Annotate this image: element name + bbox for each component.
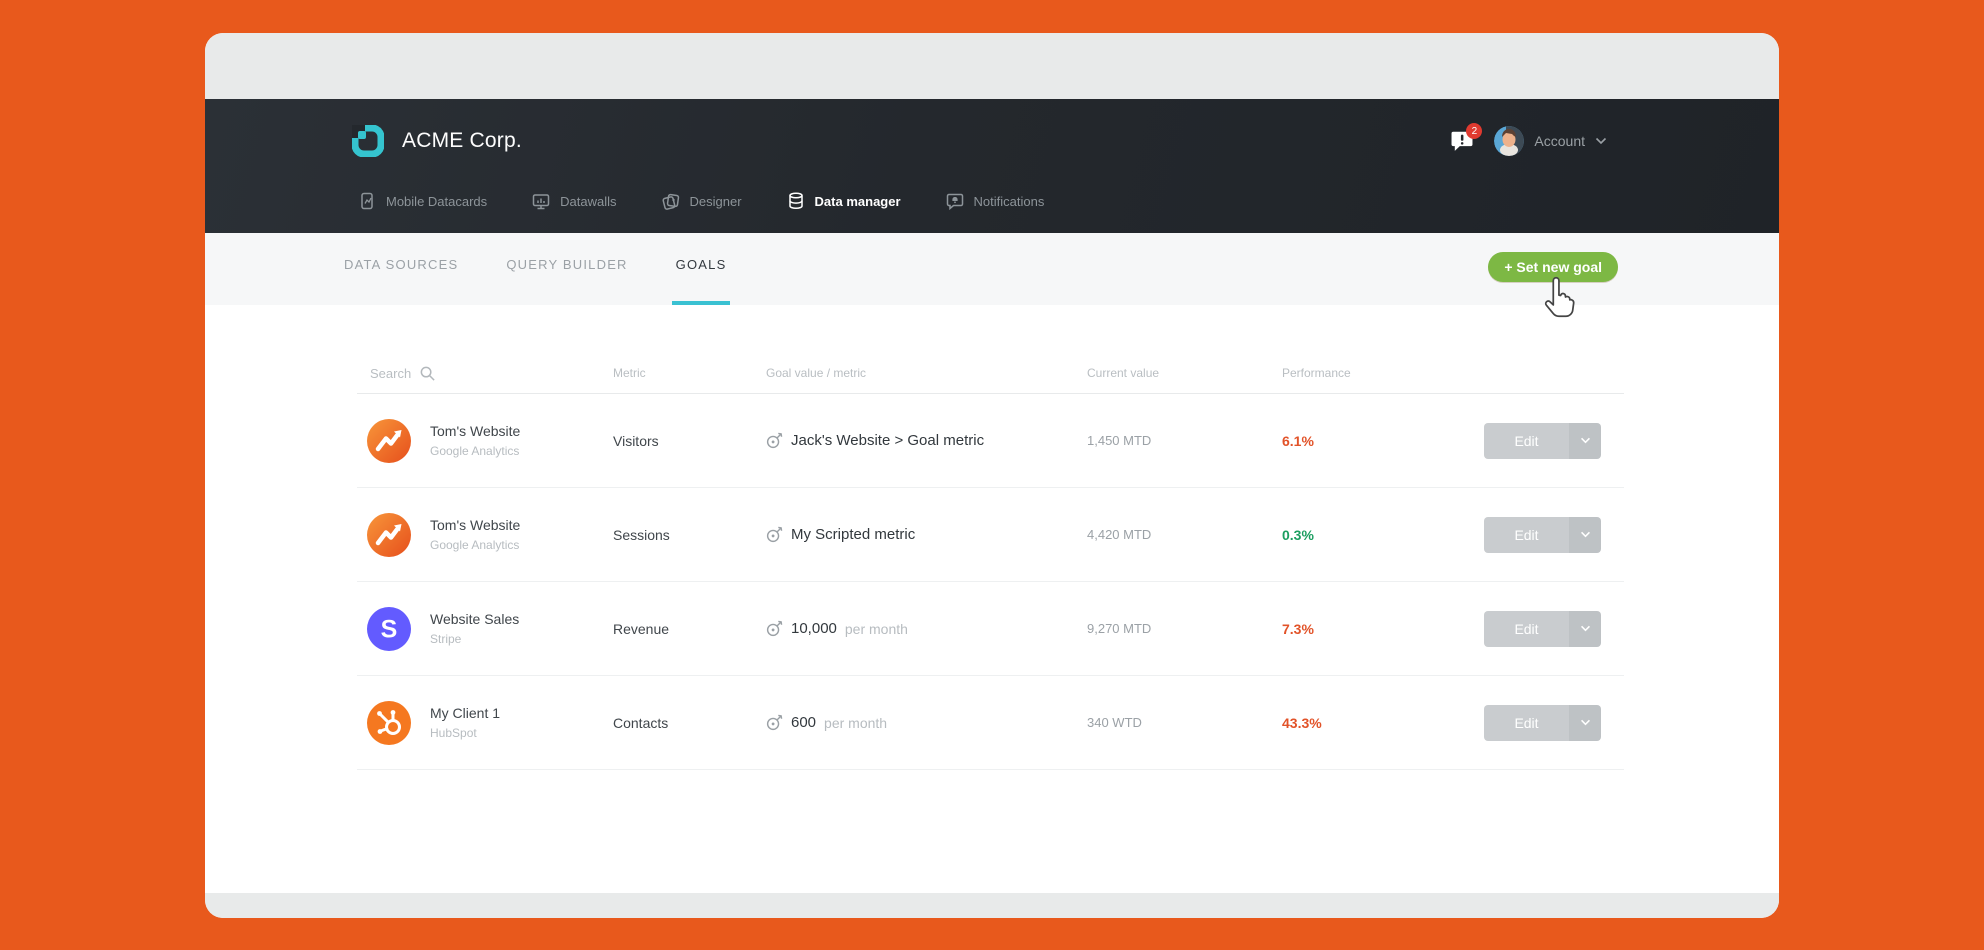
window-chrome-bottom [205,893,1779,918]
column-header-goal: Goal value / metric [766,366,867,380]
table-header-row: Search Metric Goal value / metric Curren… [357,353,1624,394]
table-row: S Website Sales Stripe Revenue 10,000 pe… [357,582,1624,676]
nav-label: Data manager [814,193,901,209]
current-value: 1,450 MTD [1087,433,1152,448]
source-provider: HubSpot [430,726,477,740]
search-input[interactable]: Search [357,365,602,382]
database-icon [788,192,803,210]
current-value: 4,420 MTD [1087,527,1152,542]
search-icon [420,366,435,381]
nav-label: Mobile Datacards [386,193,488,209]
edit-button[interactable]: Edit [1484,516,1569,553]
metric-value: Revenue [613,620,670,637]
edit-split-button: Edit [1484,704,1601,741]
nav-item-designer[interactable]: Designer [661,191,742,211]
goal-target-icon [766,526,783,543]
main-content: Search Metric Goal value / metric Curren… [205,353,1779,770]
google-analytics-icon [367,512,411,557]
goal-suffix: per month [844,620,908,637]
goal-target-icon [766,714,783,731]
current-value: 340 WTD [1087,715,1142,730]
tab-goals[interactable]: GOALS [671,257,731,305]
nav-item-data-manager[interactable]: Data manager [786,191,901,211]
set-new-goal-button[interactable]: + Set new goal [1488,252,1618,282]
edit-dropdown-caret[interactable] [1569,516,1601,553]
column-header-performance: Performance [1282,366,1351,380]
metric-value: Sessions [613,526,670,543]
metric-value: Contacts [613,714,669,731]
search-placeholder: Search [370,365,412,381]
current-value: 9,270 MTD [1087,621,1152,636]
main-nav: Mobile Datacards Datawalls Designer [357,191,1088,211]
performance-value: 0.3% [1282,526,1314,543]
account-dropdown[interactable]: Account [1494,126,1607,156]
chevron-down-icon [1580,719,1590,726]
edit-button[interactable]: Edit [1484,610,1569,647]
goal-value: Jack's Website > Goal metric [791,432,985,449]
edit-button[interactable]: Edit [1484,704,1569,741]
monitor-chart-icon [532,194,550,210]
table-row: My Client 1 HubSpot Contacts 600 per mon… [357,676,1624,770]
edit-dropdown-caret[interactable] [1569,704,1601,741]
source-name: Tom's Website [430,423,521,439]
edit-button[interactable]: Edit [1484,422,1569,459]
goal-target-icon [766,620,783,637]
source-name: Tom's Website [430,517,521,533]
goal-suffix: per month [824,714,888,731]
goal-value: 600 [791,714,817,731]
brand-logo-icon [352,125,384,157]
table-row: Tom's Website Google Analytics Sessions … [357,488,1624,582]
source-name: My Client 1 [430,705,501,721]
source-name: Website Sales [430,611,520,627]
source-provider: Google Analytics [430,538,520,552]
edit-split-button: Edit [1484,610,1601,647]
tab-query-builder[interactable]: QUERY BUILDER [506,257,628,272]
avatar [1494,126,1525,156]
source-provider: Stripe [430,632,462,646]
edit-dropdown-caret[interactable] [1569,422,1601,459]
goal-value: 10,000 [791,620,837,637]
column-header-metric: Metric [613,366,646,380]
edit-dropdown-caret[interactable] [1569,610,1601,647]
nav-label: Datawalls [560,193,617,209]
window-chrome-top [205,33,1779,99]
chevron-down-icon [1580,437,1590,444]
svg-text:S: S [381,615,398,643]
account-label: Account [1534,133,1585,149]
notification-badge: 2 [1466,123,1483,139]
performance-value: 43.3% [1282,714,1322,731]
app-header: ACME Corp. Mobile Datacards Datawalls [205,99,1779,233]
chat-bell-icon [946,193,963,211]
edit-split-button: Edit [1484,422,1601,459]
edit-split-button: Edit [1484,516,1601,553]
nav-item-mobile-datacards[interactable]: Mobile Datacards [357,191,487,211]
phone-chart-icon [361,192,373,210]
goals-table: Search Metric Goal value / metric Curren… [357,353,1624,770]
chevron-down-icon [1580,625,1590,632]
nav-item-notifications[interactable]: Notifications [945,191,1045,211]
performance-value: 7.3% [1282,620,1314,637]
stripe-icon: S [367,606,411,651]
app-window: ACME Corp. Mobile Datacards Datawalls [205,33,1779,918]
hubspot-icon [367,700,411,745]
subnav: DATA SOURCES QUERY BUILDER GOALS + Set n… [205,233,1779,305]
google-analytics-icon [367,418,411,463]
page-title: ACME Corp. [402,129,522,152]
chevron-down-icon [1595,137,1607,145]
nav-label: Notifications [973,193,1045,209]
goal-value: My Scripted metric [791,526,916,543]
designer-swatch-icon [662,193,679,210]
nav-item-datawalls[interactable]: Datawalls [531,191,617,211]
nav-label: Designer [689,193,742,209]
goal-target-icon [766,432,783,449]
tab-data-sources[interactable]: DATA SOURCES [344,257,459,272]
performance-value: 6.1% [1282,432,1314,449]
chevron-down-icon [1580,531,1590,538]
source-provider: Google Analytics [430,444,520,458]
table-row: Tom's Website Google Analytics Visitors … [357,394,1624,488]
column-header-current: Current value [1087,366,1160,380]
metric-value: Visitors [613,432,659,449]
notifications-chat-icon[interactable]: 2 [1450,123,1483,153]
